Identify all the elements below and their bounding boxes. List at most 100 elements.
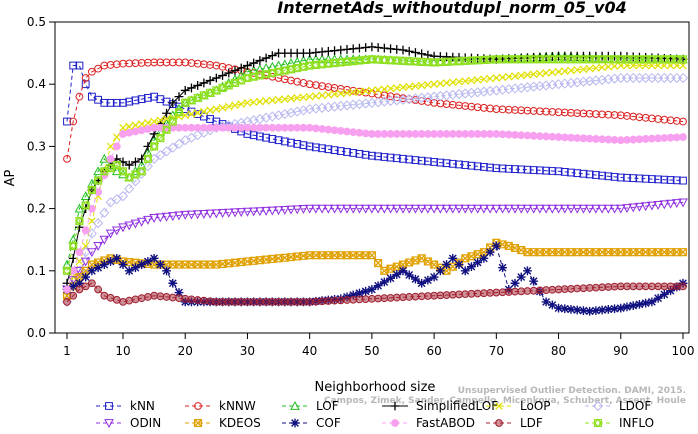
data-point-odin xyxy=(304,204,315,214)
data-point-ldof xyxy=(111,194,122,205)
data-point-loop xyxy=(150,117,158,126)
data-point-knnw xyxy=(143,58,152,67)
legend-item-knn: kNN xyxy=(96,399,155,413)
data-point-ldof xyxy=(93,218,104,229)
data-point-ldf xyxy=(119,298,127,306)
data-point-knn xyxy=(666,176,675,184)
data-point-odin xyxy=(236,208,247,218)
data-point-knn xyxy=(249,131,258,140)
data-point-knn xyxy=(679,176,687,185)
data-point-knn xyxy=(268,135,277,143)
legend-marker xyxy=(391,419,399,427)
data-point-knnw xyxy=(69,117,78,126)
data-point-knn xyxy=(69,61,78,70)
data-point-simplifiedlof xyxy=(404,46,414,56)
data-point-ldof xyxy=(105,197,116,208)
data-point-inflo xyxy=(68,241,78,251)
data-point-cof xyxy=(523,266,532,276)
data-point-ldof xyxy=(267,111,278,122)
data-point-ldof xyxy=(124,183,135,194)
data-point-loop xyxy=(585,64,594,73)
data-point-odin xyxy=(87,248,97,258)
data-point-odin xyxy=(354,204,365,214)
data-point-knn xyxy=(641,174,650,183)
data-point-loop xyxy=(430,80,438,89)
data-point-knn xyxy=(647,175,656,183)
data-point-kdeos xyxy=(367,251,376,260)
data-point-cof xyxy=(137,260,147,269)
data-point-knn xyxy=(293,140,302,148)
data-point-cof xyxy=(155,260,165,269)
data-point-knn xyxy=(318,144,327,153)
data-point-odin xyxy=(124,221,135,231)
data-point-ldf xyxy=(125,296,134,305)
data-point-cof xyxy=(174,288,184,297)
data-point-knn xyxy=(361,150,370,159)
data-point-knnw xyxy=(63,154,71,163)
data-point-inflo xyxy=(143,154,153,164)
data-point-simplifiedlof xyxy=(398,45,408,55)
data-point-cof xyxy=(448,253,458,263)
legend-label: kNNW xyxy=(219,399,256,413)
data-point-knnw xyxy=(523,106,532,115)
data-point-loop xyxy=(243,99,252,107)
x-tick-label: 70 xyxy=(489,344,504,358)
data-point-inflo xyxy=(162,125,171,135)
data-point-knnw xyxy=(455,101,463,110)
data-point-knnw xyxy=(181,58,190,67)
legend-item-lof: LOF xyxy=(282,399,339,413)
data-point-knnw xyxy=(156,58,165,67)
data-point-cof xyxy=(666,286,675,296)
x-axis: 1 10 20 30 40 50 60 70 80 90 100 xyxy=(63,333,694,358)
data-point-knnw xyxy=(448,100,457,109)
data-point-cof xyxy=(585,306,595,316)
data-point-loop xyxy=(218,104,227,112)
data-point-odin xyxy=(348,204,359,214)
data-point-knnw xyxy=(672,116,681,125)
data-point-knnw xyxy=(511,106,519,114)
data-point-loop xyxy=(374,85,382,94)
data-point-knn xyxy=(598,171,607,180)
legend-marker xyxy=(105,402,113,410)
data-point-knnw xyxy=(94,64,103,73)
data-point-loop xyxy=(206,106,214,115)
data-point-simplifiedlof xyxy=(218,71,227,80)
legend-marker xyxy=(593,418,603,428)
data-point-knn xyxy=(486,163,495,172)
data-point-odin xyxy=(653,200,663,210)
x-tick-label: 50 xyxy=(364,344,379,358)
data-point-odin xyxy=(423,204,433,214)
data-point-knnw xyxy=(175,58,183,67)
data-point-loop xyxy=(193,108,202,117)
data-point-cof xyxy=(75,278,84,288)
data-point-simplifiedlof xyxy=(193,81,203,90)
data-point-fastabod xyxy=(119,130,127,138)
data-point-knn xyxy=(75,61,84,70)
data-point-loop xyxy=(125,122,134,131)
data-point-loop xyxy=(548,68,557,77)
data-point-fastabod xyxy=(125,128,134,137)
data-point-cof xyxy=(547,300,557,310)
data-point-cof xyxy=(541,297,551,307)
data-point-loop xyxy=(486,74,494,83)
data-point-cof xyxy=(603,304,613,314)
series-kdeos xyxy=(62,238,688,300)
data-point-odin xyxy=(273,206,284,216)
data-point-cof xyxy=(99,260,109,269)
y-tick-label: 0.5 xyxy=(27,15,46,29)
data-point-loop xyxy=(131,121,140,130)
data-point-simplifiedlof xyxy=(131,157,140,167)
data-point-knn xyxy=(374,152,383,161)
x-tick-label: 80 xyxy=(551,344,566,358)
data-point-cof xyxy=(460,266,470,276)
data-point-fastabod xyxy=(131,127,140,136)
legend-item-inflo: INFLO xyxy=(585,416,654,430)
data-point-odin xyxy=(497,204,508,214)
data-point-loop xyxy=(231,101,239,110)
data-point-cof xyxy=(143,257,153,266)
data-point-loop xyxy=(610,62,619,70)
data-point-odin xyxy=(373,204,383,214)
legend-marker xyxy=(495,402,503,410)
data-point-fastabod xyxy=(137,126,146,135)
x-tick-label: 60 xyxy=(426,344,441,358)
